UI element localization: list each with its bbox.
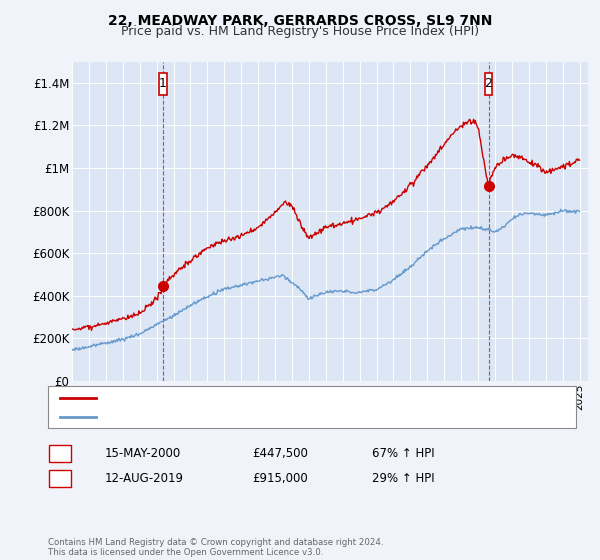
Text: 67% ↑ HPI: 67% ↑ HPI	[372, 447, 434, 460]
Text: 22, MEADWAY PARK, GERRARDS CROSS, SL9 7NN (detached house): 22, MEADWAY PARK, GERRARDS CROSS, SL9 7N…	[105, 393, 457, 403]
Text: 1: 1	[159, 77, 167, 91]
Text: 2: 2	[485, 77, 493, 91]
Text: 22, MEADWAY PARK, GERRARDS CROSS, SL9 7NN: 22, MEADWAY PARK, GERRARDS CROSS, SL9 7N…	[108, 14, 492, 28]
Text: 12-AUG-2019: 12-AUG-2019	[105, 472, 184, 486]
Text: Price paid vs. HM Land Registry's House Price Index (HPI): Price paid vs. HM Land Registry's House …	[121, 25, 479, 38]
Text: £447,500: £447,500	[252, 447, 308, 460]
Text: 1: 1	[56, 447, 64, 460]
Text: Contains HM Land Registry data © Crown copyright and database right 2024.
This d: Contains HM Land Registry data © Crown c…	[48, 538, 383, 557]
Text: HPI: Average price, detached house, Buckinghamshire: HPI: Average price, detached house, Buck…	[105, 412, 389, 422]
Bar	[159, 73, 167, 95]
Text: 2: 2	[56, 472, 64, 486]
Bar	[485, 73, 493, 95]
Text: 29% ↑ HPI: 29% ↑ HPI	[372, 472, 434, 486]
Text: £915,000: £915,000	[252, 472, 308, 486]
Text: 15-MAY-2000: 15-MAY-2000	[105, 447, 181, 460]
